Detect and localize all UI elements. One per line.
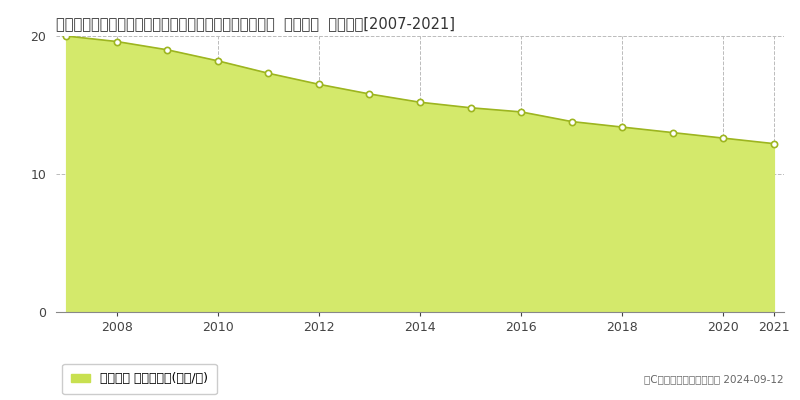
Legend: 地価公示 平均坪単価(万円/坪): 地価公示 平均坪単価(万円/坪) xyxy=(62,364,217,394)
Text: 岐阜県不破郡関ケ原町大字関ケ原字宝有地５７７番１外  地価公示  地価推移[2007-2021]: 岐阜県不破郡関ケ原町大字関ケ原字宝有地５７７番１外 地価公示 地価推移[2007… xyxy=(56,16,455,31)
Text: （C）土地価格ドットコム 2024-09-12: （C）土地価格ドットコム 2024-09-12 xyxy=(644,374,784,384)
